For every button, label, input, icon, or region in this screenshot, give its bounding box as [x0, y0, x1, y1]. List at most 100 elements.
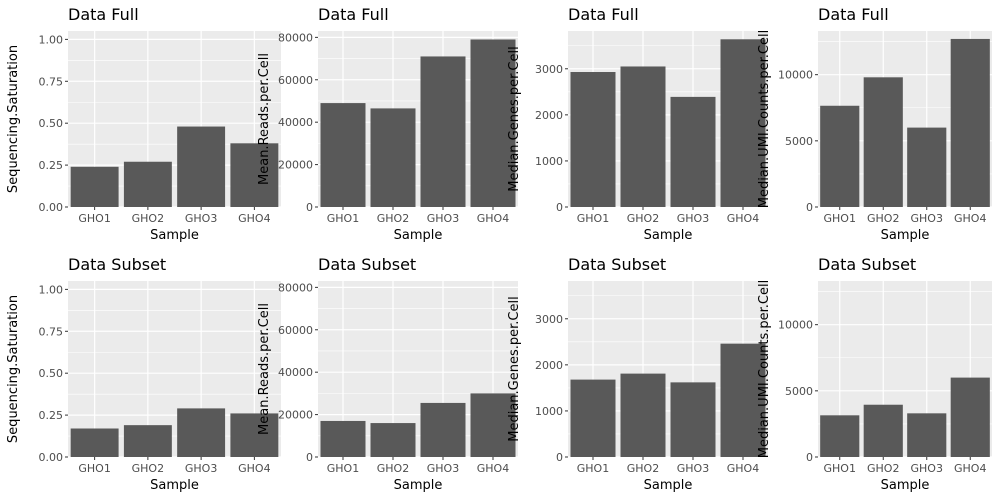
x-tick-label: GHO1 — [78, 462, 110, 475]
panel-title: Data Subset — [818, 255, 916, 274]
chart-panel-3: 0 1000 2000 3000 GHO1 GHO2 GHO3 GHO4 Sample Media… — [507, 5, 768, 243]
y-tick-label: 0.75 — [39, 75, 64, 88]
bar-gho2 — [620, 373, 666, 457]
bar-gho2 — [863, 404, 903, 457]
x-tick-label: GHO2 — [132, 212, 164, 225]
panel-title: Data Subset — [568, 255, 666, 274]
bar-gho1 — [320, 103, 366, 207]
x-tick-label: GHO3 — [911, 212, 943, 225]
bar-gho3 — [670, 382, 716, 457]
x-axis-label: Sample — [394, 228, 443, 243]
y-tick-label: 0 — [806, 451, 813, 464]
chart-panel-2: 0 20000 40000 60000 80000 GHO1 GHO2 GHO3 GHO4 Sam… — [257, 5, 518, 243]
x-tick-label: GHO3 — [427, 462, 459, 475]
bar-gho4 — [720, 39, 766, 207]
panel-title: Data Subset — [68, 255, 166, 274]
y-tick-label: 3000 — [535, 313, 563, 326]
x-tick-label: GHO4 — [238, 212, 270, 225]
y-tick-label: 3000 — [535, 63, 563, 76]
y-axis-label: Mean.Reads.per.Cell — [257, 53, 272, 185]
x-axis-label: Sample — [881, 228, 930, 243]
bar-gho1 — [570, 72, 616, 207]
y-axis-label: Median.UMI.Counts.per.Cell — [757, 280, 772, 458]
x-tick-label: GHO2 — [867, 212, 899, 225]
bar-gho2 — [370, 108, 416, 207]
x-tick-label: GHO1 — [824, 212, 856, 225]
y-axis-label: Sequencing.Saturation — [6, 45, 21, 193]
x-tick-label: GHO1 — [577, 212, 609, 225]
panel-title: Data Full — [68, 5, 139, 24]
x-tick-label: GHO1 — [577, 462, 609, 475]
bar-gho3 — [420, 402, 466, 457]
bar-gho2 — [620, 66, 666, 207]
y-tick-label: 5000 — [785, 135, 813, 148]
bar-gho3 — [177, 126, 226, 207]
bar-gho1 — [570, 379, 616, 457]
y-tick-label: 20000 — [278, 159, 313, 172]
y-tick-label: 1.00 — [39, 33, 64, 46]
bar-gho3 — [420, 56, 466, 207]
y-tick-label: 10000 — [778, 69, 813, 82]
x-axis-label: Sample — [150, 478, 199, 493]
y-tick-label: 0.25 — [39, 159, 64, 172]
bar-gho2 — [370, 423, 416, 457]
y-axis-label: Mean.Reads.per.Cell — [257, 303, 272, 435]
x-tick-label: GHO2 — [377, 462, 409, 475]
x-tick-label: GHO3 — [427, 212, 459, 225]
y-tick-label: 0.00 — [39, 201, 64, 214]
bar-gho3 — [670, 96, 716, 207]
y-tick-label: 60000 — [278, 324, 313, 337]
bar-gho4 — [470, 39, 516, 207]
y-tick-label: 0.50 — [39, 117, 64, 130]
bar-gho1 — [820, 415, 860, 457]
x-tick-label: GHO4 — [477, 462, 509, 475]
y-tick-label: 80000 — [278, 281, 313, 294]
x-tick-label: GHO2 — [132, 462, 164, 475]
bar-gho4 — [470, 393, 516, 457]
y-tick-label: 0 — [306, 201, 313, 214]
panel-title: Data Full — [318, 5, 389, 24]
bar-gho2 — [123, 425, 172, 457]
x-tick-label: GHO4 — [238, 462, 270, 475]
y-tick-label: 60000 — [278, 74, 313, 87]
y-tick-label: 2000 — [535, 109, 563, 122]
x-tick-label: GHO2 — [867, 462, 899, 475]
y-tick-label: 0 — [556, 451, 563, 464]
y-tick-label: 80000 — [278, 31, 313, 44]
x-axis-label: Sample — [644, 478, 693, 493]
chart-panel-5: 0.00 0.25 0.50 0.75 1.00 GHO1 GHO2 GHO3 GHO4 Samp… — [6, 255, 281, 493]
bar-gho2 — [863, 77, 903, 207]
bar-gho1 — [70, 166, 119, 207]
x-tick-label: GHO4 — [727, 462, 759, 475]
x-tick-label: GHO3 — [185, 212, 217, 225]
y-tick-label: 0 — [806, 201, 813, 214]
bar-gho3 — [907, 413, 947, 457]
bar-gho1 — [70, 428, 119, 457]
y-tick-label: 0 — [306, 451, 313, 464]
y-tick-label: 0.50 — [39, 367, 64, 380]
y-tick-label: 0 — [556, 201, 563, 214]
x-tick-label: GHO4 — [727, 212, 759, 225]
x-tick-label: GHO4 — [477, 212, 509, 225]
y-tick-label: 10000 — [778, 319, 813, 332]
chart-panel-7: 0 1000 2000 3000 GHO1 GHO2 GHO3 GHO4 Sample Media… — [507, 255, 768, 493]
y-tick-label: 40000 — [278, 366, 313, 379]
panel-title: Data Full — [818, 5, 889, 24]
bar-gho1 — [320, 420, 366, 457]
y-tick-label: 0.00 — [39, 451, 64, 464]
y-tick-label: 5000 — [785, 385, 813, 398]
x-tick-label: GHO1 — [327, 212, 359, 225]
y-axis-label: Median.UMI.Counts.per.Cell — [757, 30, 772, 208]
bar-gho4 — [230, 413, 279, 457]
x-tick-label: GHO1 — [824, 462, 856, 475]
bar-gho4 — [950, 38, 990, 207]
x-tick-label: GHO1 — [327, 462, 359, 475]
chart-panel-6: 0 20000 40000 60000 80000 GHO1 GHO2 GHO3 GHO4 Sam… — [257, 255, 518, 493]
y-tick-label: 0.75 — [39, 325, 64, 338]
y-tick-label: 1.00 — [39, 283, 64, 296]
x-tick-label: GHO4 — [954, 212, 986, 225]
y-axis-label: Sequencing.Saturation — [6, 295, 21, 443]
x-tick-label: GHO2 — [627, 462, 659, 475]
x-axis-label: Sample — [644, 228, 693, 243]
x-tick-label: GHO3 — [677, 212, 709, 225]
